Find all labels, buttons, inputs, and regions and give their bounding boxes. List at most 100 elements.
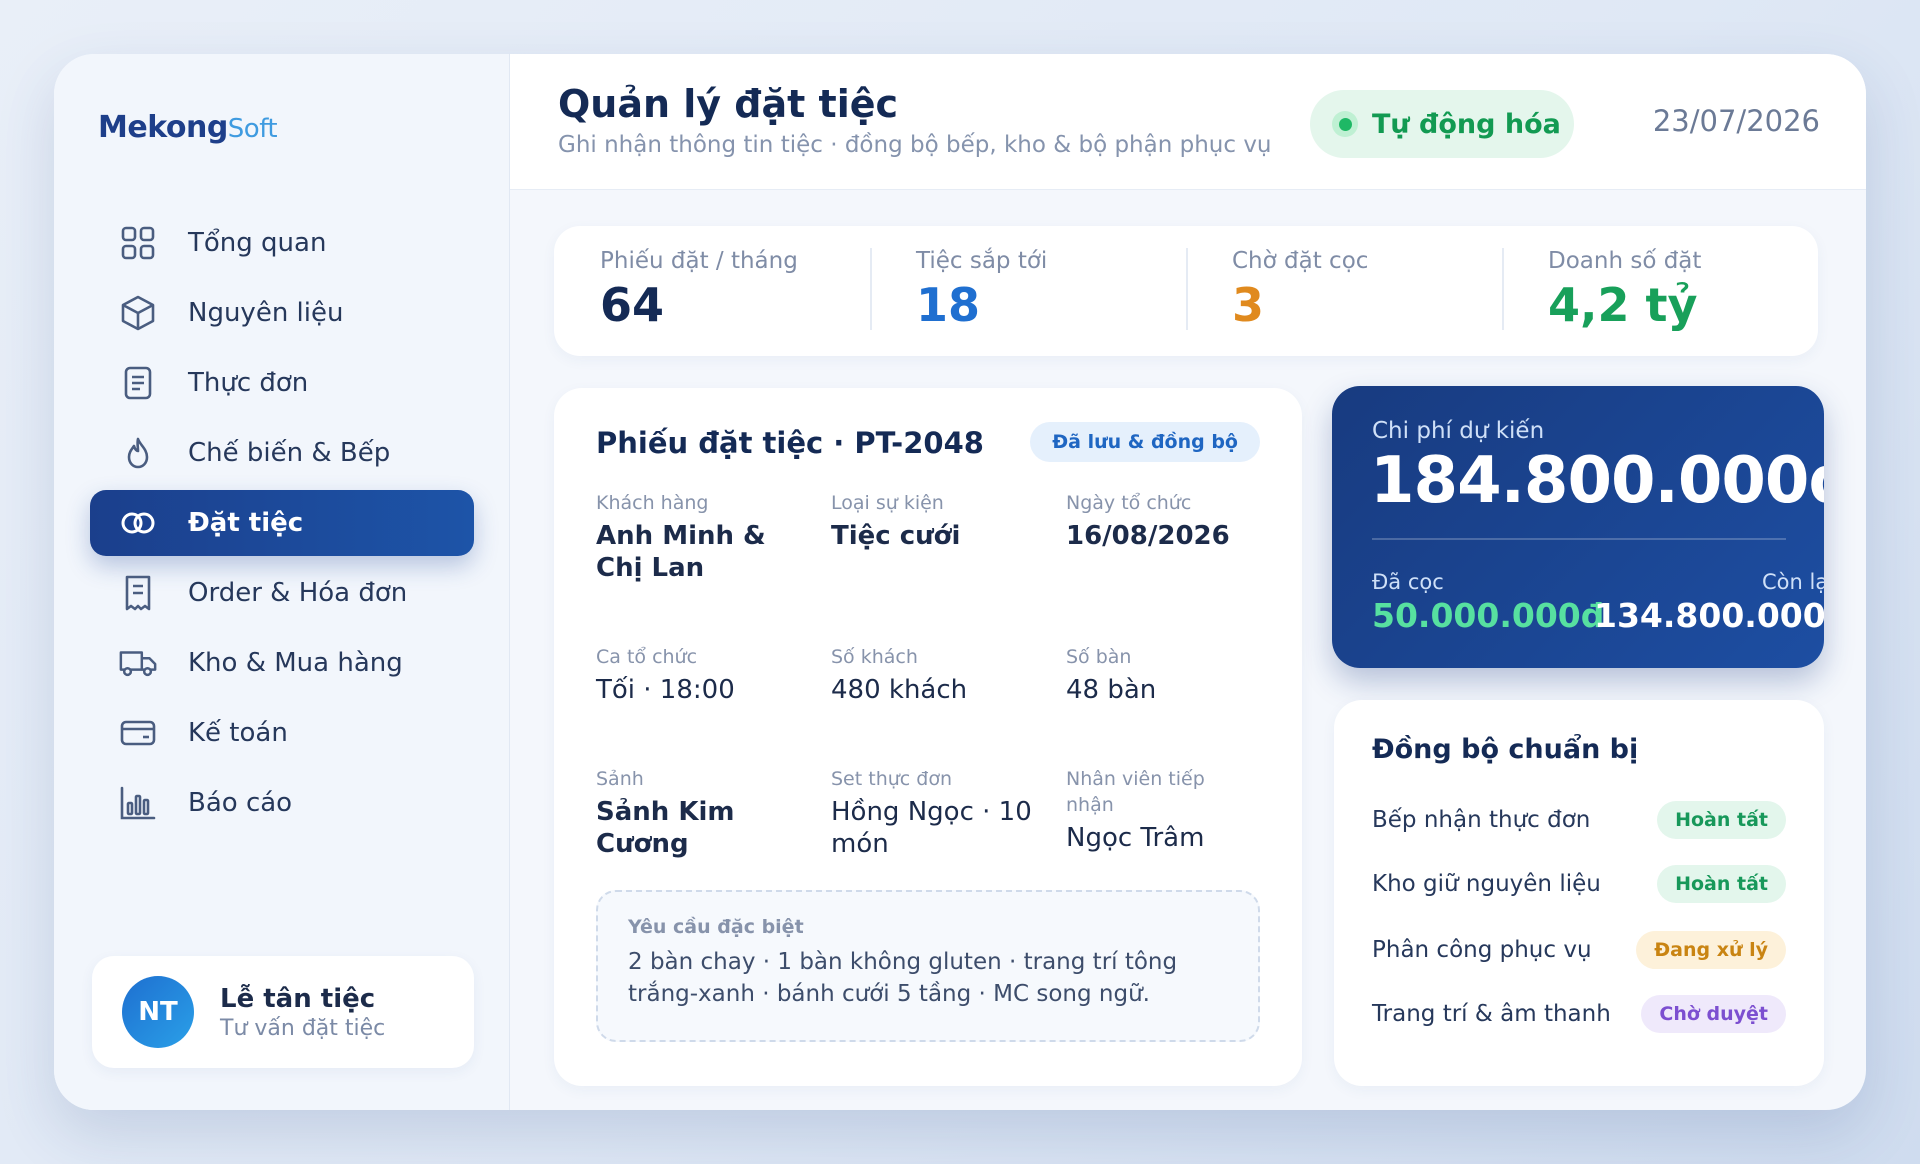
cost-label: Chi phí dự kiến: [1372, 418, 1545, 444]
field-value: Sảnh Kim Cương: [596, 797, 735, 859]
special-requests-label: Yêu cầu đặc biệt: [628, 916, 804, 938]
status-dot-icon: [1332, 111, 1358, 137]
flame-icon: [118, 433, 158, 473]
sidebar: MekongSoft Tổng quan Nguyên liệu Thực đơ…: [54, 54, 510, 1110]
field-event-date[interactable]: Ngày tổ chức 16/08/2026: [1066, 490, 1276, 552]
status-badge: Đang xử lý: [1636, 931, 1786, 969]
special-requests[interactable]: Yêu cầu đặc biệt 2 bàn chay · 1 bàn khôn…: [596, 890, 1260, 1042]
sidebar-item-che-bien-bep[interactable]: Chế biến & Bếp: [90, 420, 474, 486]
divider: [1372, 538, 1786, 540]
field-event-type[interactable]: Loại sự kiện Tiệc cưới: [831, 490, 1041, 552]
field-label: Khách hàng: [596, 492, 709, 514]
automation-toggle[interactable]: Tự động hóa: [1310, 90, 1574, 158]
sidebar-item-label: Thực đơn: [188, 368, 309, 398]
field-tables[interactable]: Số bàn 48 bàn: [1066, 644, 1276, 706]
remaining-value: 134.800.000đ: [1594, 596, 1824, 635]
field-value: Tiệc cưới: [831, 521, 961, 551]
current-date: 23/07/2026: [1652, 104, 1820, 138]
sidebar-item-ke-toan[interactable]: Kế toán: [90, 700, 474, 766]
sidebar-item-label: Kế toán: [188, 718, 288, 748]
wallet-icon: [118, 713, 158, 753]
field-shift[interactable]: Ca tổ chức Tối · 18:00: [596, 644, 806, 706]
field-label: Ngày tổ chức: [1066, 492, 1192, 514]
stat-label: Tiệc sắp tới: [916, 248, 1048, 274]
remaining-label: Còn lại: [1762, 570, 1824, 594]
grid-icon: [118, 223, 158, 263]
sidebar-item-bao-cao[interactable]: Báo cáo: [90, 770, 474, 836]
brand-name: Mekong: [98, 110, 228, 145]
box-icon: [118, 293, 158, 333]
stat-awaiting-deposit[interactable]: Chờ đặt cọc 3: [1186, 226, 1502, 356]
field-value: Ngọc Trâm: [1066, 823, 1205, 853]
sidebar-item-label: Báo cáo: [188, 788, 293, 818]
field-hall[interactable]: Sảnh Sảnh Kim Cương: [596, 766, 806, 860]
sidebar-item-thuc-don[interactable]: Thực đơn: [90, 350, 474, 416]
field-guests[interactable]: Số khách 480 khách: [831, 644, 1041, 706]
field-label: Sảnh: [596, 768, 644, 790]
avatar: NT: [122, 976, 194, 1048]
sync-row-service[interactable]: Phân công phục vụ Đang xử lý: [1372, 930, 1786, 970]
field-staff[interactable]: Nhân viên tiếp nhận Ngọc Trâm: [1066, 766, 1246, 854]
field-value: 16/08/2026: [1066, 521, 1230, 551]
stat-value: 18: [916, 278, 981, 332]
stat-label: Chờ đặt cọc: [1232, 248, 1369, 274]
stat-booking-revenue[interactable]: Doanh số đặt 4,2 tỷ: [1502, 226, 1818, 356]
sidebar-item-label: Chế biến & Bếp: [188, 438, 391, 468]
sidebar-item-label: Tổng quan: [188, 228, 327, 258]
sidebar-nav: Tổng quan Nguyên liệu Thực đơn Chế biến …: [90, 210, 474, 840]
stat-monthly-bookings[interactable]: Phiếu đặt / tháng 64: [554, 226, 870, 356]
truck-icon: [118, 643, 158, 683]
user-name: Lễ tân tiệc: [220, 983, 376, 1014]
field-label: Set thực đơn: [831, 768, 952, 790]
booking-title: Phiếu đặt tiệc · PT-2048: [596, 426, 984, 460]
field-label: Số khách: [831, 646, 918, 668]
stat-value: 4,2 tỷ: [1548, 278, 1698, 332]
sync-row-decoration[interactable]: Trang trí & âm thanh Chờ duyệt: [1372, 994, 1786, 1034]
sync-row-kitchen[interactable]: Bếp nhận thực đơn Hoàn tất: [1372, 800, 1786, 840]
page-title: Quản lý đặt tiệc: [558, 82, 899, 126]
automation-label: Tự động hóa: [1372, 108, 1561, 140]
field-label: Ca tổ chức: [596, 646, 698, 668]
user-card[interactable]: NT Lễ tân tiệc Tư vấn đặt tiệc: [92, 956, 474, 1068]
field-value: Hồng Ngọc · 10 món: [831, 797, 1032, 859]
stat-upcoming-events[interactable]: Tiệc sắp tới 18: [870, 226, 1186, 356]
field-label: Loại sự kiện: [831, 492, 944, 514]
field-customer[interactable]: Khách hàng Anh Minh & Chị Lan: [596, 490, 806, 584]
sidebar-item-dat-tiec[interactable]: Đặt tiệc: [90, 490, 474, 556]
field-value: 48 bàn: [1066, 675, 1157, 705]
brand-logo[interactable]: MekongSoft: [98, 110, 278, 145]
deposit-value: 50.000.000đ: [1372, 596, 1605, 635]
bar-chart-icon: [118, 783, 158, 823]
deposit-label: Đã cọc: [1372, 570, 1444, 594]
cost-card: Chi phí dự kiến 184.800.000đ Đã cọc 50.0…: [1332, 386, 1824, 668]
sync-row-warehouse[interactable]: Kho giữ nguyên liệu Hoàn tất: [1372, 864, 1786, 904]
status-badge: Đã lưu & đồng bộ: [1030, 422, 1260, 462]
page-subtitle: Ghi nhận thông tin tiệc · đồng bộ bếp, k…: [558, 132, 1272, 158]
field-label: Số bàn: [1066, 646, 1132, 668]
app-window: MekongSoft Tổng quan Nguyên liệu Thực đơ…: [54, 54, 1866, 1110]
sidebar-item-kho-mua-hang[interactable]: Kho & Mua hàng: [90, 630, 474, 696]
stat-label: Doanh số đặt: [1548, 248, 1702, 274]
sidebar-item-tong-quan[interactable]: Tổng quan: [90, 210, 474, 276]
sync-label: Phân công phục vụ: [1372, 937, 1592, 963]
sidebar-item-order-hoa-don[interactable]: Order & Hóa đơn: [90, 560, 474, 626]
sync-label: Kho giữ nguyên liệu: [1372, 871, 1601, 897]
sync-label: Trang trí & âm thanh: [1372, 1001, 1611, 1027]
sidebar-item-label: Đặt tiệc: [188, 508, 304, 538]
rings-icon: [118, 503, 158, 543]
document-icon: [118, 363, 158, 403]
sidebar-item-nguyen-lieu[interactable]: Nguyên liệu: [90, 280, 474, 346]
sync-label: Bếp nhận thực đơn: [1372, 807, 1591, 833]
field-menu-set[interactable]: Set thực đơn Hồng Ngọc · 10 món: [831, 766, 1041, 860]
stat-label: Phiếu đặt / tháng: [600, 248, 798, 274]
booking-card: Phiếu đặt tiệc · PT-2048 Đã lưu & đồng b…: [554, 388, 1302, 1086]
main-content: Quản lý đặt tiệc Ghi nhận thông tin tiệc…: [510, 54, 1866, 1110]
stat-value: 3: [1232, 278, 1265, 332]
cost-value: 184.800.000đ: [1370, 444, 1824, 518]
stats-bar: Phiếu đặt / tháng 64 Tiệc sắp tới 18 Chờ…: [554, 226, 1818, 356]
user-info: Lễ tân tiệc Tư vấn đặt tiệc: [220, 984, 385, 1041]
special-requests-text: 2 bàn chay · 1 bàn không gluten · trang …: [628, 949, 1178, 1007]
status-badge: Hoàn tất: [1657, 801, 1786, 839]
field-value: Anh Minh & Chị Lan: [596, 521, 766, 583]
stat-value: 64: [600, 278, 665, 332]
